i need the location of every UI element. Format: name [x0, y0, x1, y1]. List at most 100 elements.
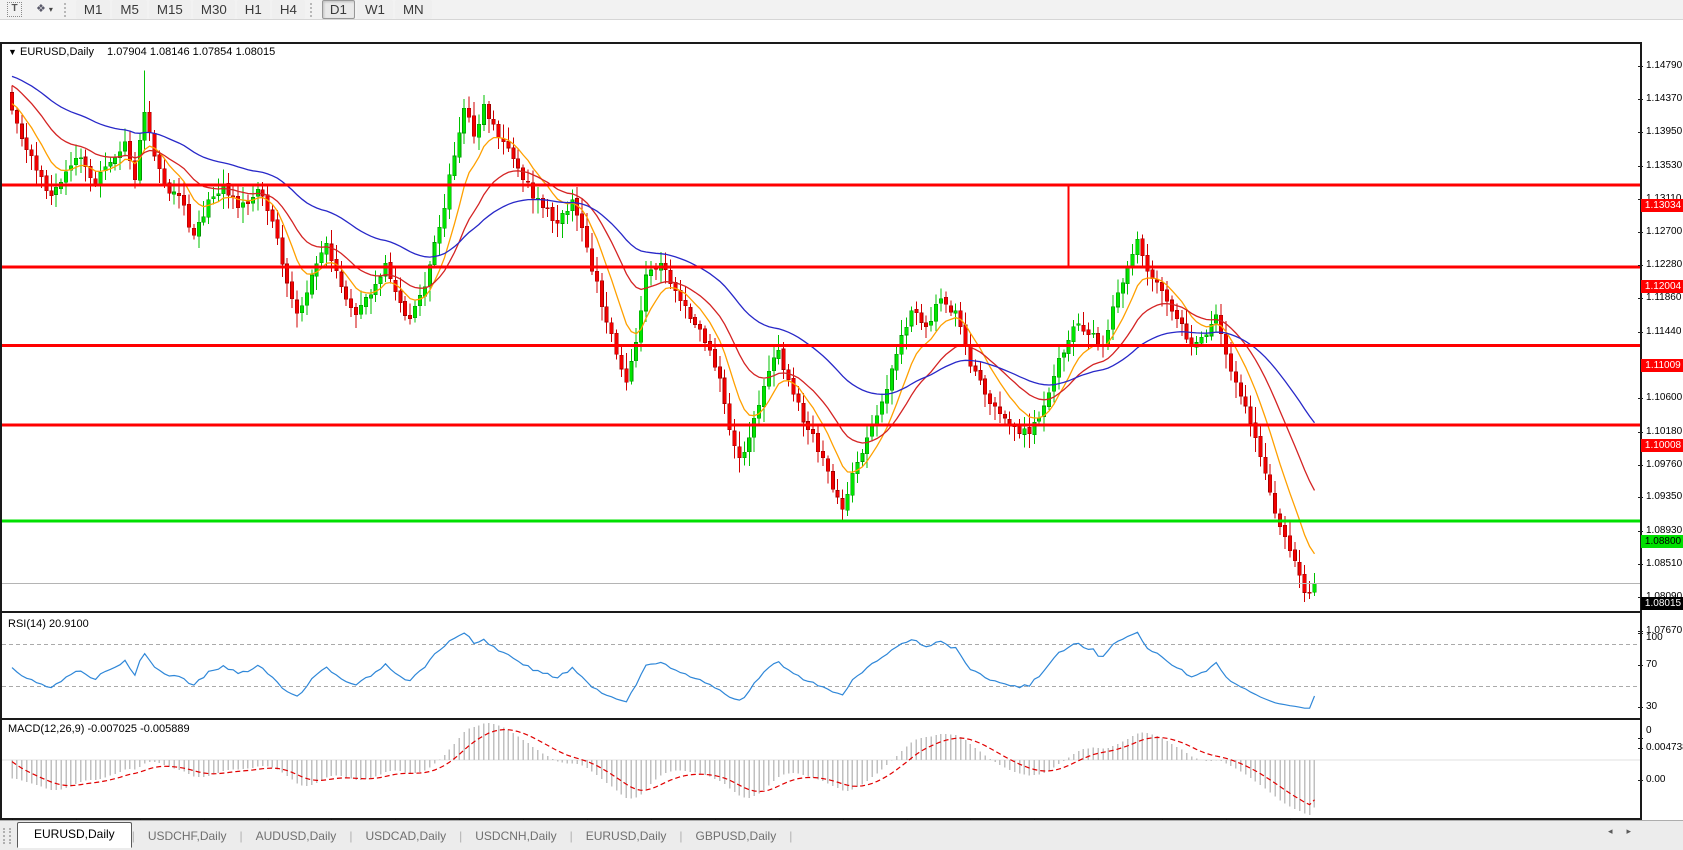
price-axis-tickmark [1638, 66, 1643, 67]
toolbar-grip [309, 2, 315, 17]
price-axis-tick: 1.09760 [1646, 459, 1683, 470]
timeframe-button-m5[interactable]: M5 [112, 0, 147, 19]
chart-tabs-bar: EURUSD,Daily | USDCHF,Daily | AUDUSD,Daily | U… [0, 820, 1683, 850]
chart-bottom-border [0, 818, 1642, 820]
rsi-axis-tickmark [1638, 707, 1643, 708]
rsi-axis-tickmark [1638, 633, 1643, 634]
timeframe-button-mn[interactable]: MN [394, 0, 432, 19]
price-axis-tickmark [1638, 432, 1643, 433]
price-axis-tickmark [1638, 497, 1643, 498]
tabbar-grip [3, 828, 11, 844]
macd-signal-line [11, 728, 1315, 806]
chevron-down-icon: ▾ [48, 5, 53, 14]
price-level-tag: 1.10008 [1641, 439, 1683, 452]
tab-separator: | [679, 829, 683, 843]
tab-scroll-arrows: ◂▸ [1608, 826, 1645, 837]
timeframe-group-intraday: M1 M5 M15 M30 H1 H4 [75, 0, 306, 19]
price-axis-tick: 1.12280 [1646, 259, 1683, 270]
price-axis-tickmark [1638, 564, 1643, 565]
tile-windows-button[interactable]: ❖ ▾ [31, 2, 58, 17]
price-axis-tickmark [1638, 232, 1643, 233]
pane-divider[interactable] [0, 718, 1642, 720]
price-axis-tick: 1.14370 [1646, 93, 1683, 104]
symbol-dropdown-icon[interactable]: ▼ [8, 47, 17, 57]
timeframe-button-m30[interactable]: M30 [192, 0, 235, 19]
chart-title: ▼ EURUSD,Daily 1.07904 1.08146 1.07854 1… [8, 46, 275, 58]
price-level-tag: 1.12004 [1641, 280, 1683, 293]
price-axis-tick: 1.09350 [1646, 491, 1683, 502]
pane-divider[interactable] [0, 611, 1642, 613]
macd-axis-tickmark [1638, 780, 1643, 781]
tab-separator: | [131, 829, 135, 843]
tab-usdcnh-daily[interactable]: USDCNH,Daily [475, 828, 557, 843]
price-axis-tickmark [1638, 597, 1643, 598]
rsi-pane[interactable] [2, 613, 1640, 718]
toolbar: T ❖ ▾ M1 M5 M15 M30 H1 H4 D1 W1 MN [0, 0, 1683, 20]
rsi-axis-tick: 0 [1646, 725, 1652, 736]
timeframe-button-d1[interactable]: D1 [321, 0, 355, 19]
macd-pane[interactable] [2, 720, 1640, 818]
price-axis-tickmark [1638, 166, 1643, 167]
tab-eurusd-daily[interactable]: EURUSD,Daily [585, 828, 667, 843]
timeframe-button-h1[interactable]: H1 [236, 0, 270, 19]
rsi-axis-tickmark [1638, 738, 1643, 739]
tile-windows-icon: ❖ [36, 3, 46, 15]
price-axis-line [1640, 42, 1642, 820]
macd-axis-tick: 0.00 [1646, 774, 1666, 785]
toolbar-grip [63, 2, 69, 17]
rsi-label: RSI(14) 20.9100 [8, 618, 89, 630]
price-axis-tickmark [1638, 265, 1643, 266]
chart-window: ▼ EURUSD,Daily 1.07904 1.08146 1.07854 1… [0, 20, 1683, 836]
ma-slow-line [11, 75, 1316, 424]
price-axis-tickmark [1638, 531, 1643, 532]
rsi-axis-tick: 30 [1646, 701, 1658, 712]
macd-histogram [11, 723, 1316, 815]
price-axis-tick: 1.08930 [1646, 525, 1683, 536]
tab-scroll-right-icon[interactable]: ▸ [1626, 826, 1645, 836]
price-axis-tickmark [1638, 398, 1643, 399]
tab-separator: | [459, 829, 463, 843]
price-axis-tick: 1.08090 [1646, 591, 1682, 602]
timeframe-button-h4[interactable]: H4 [271, 0, 305, 19]
price-axis-tick: 1.11440 [1646, 326, 1682, 337]
tab-gbpusd-daily[interactable]: GBPUSD,Daily [695, 828, 777, 843]
price-level-tag: 1.11009 [1641, 359, 1683, 372]
tab-separator: | [569, 829, 573, 843]
price-level-tag: 1.08800 [1641, 535, 1683, 548]
price-axis-tick: 1.13530 [1646, 160, 1683, 171]
tab-eurusd-daily[interactable]: EURUSD,Daily [17, 822, 132, 848]
price-axis-tickmark [1638, 99, 1643, 100]
price-axis-tickmark [1638, 199, 1643, 200]
price-axis-tick: 1.12700 [1646, 226, 1683, 237]
tab-scroll-left-icon[interactable]: ◂ [1607, 826, 1627, 836]
tab-usdcad-daily[interactable]: USDCAD,Daily [365, 828, 447, 843]
text-tool-button[interactable]: T [2, 0, 27, 19]
rsi-axis-tickmark [1638, 665, 1643, 666]
timeframe-button-w1[interactable]: W1 [356, 0, 393, 19]
tab-separator: | [789, 829, 793, 843]
ma-medium-line [11, 84, 1316, 491]
macd-label: MACD(12,26,9) -0.007025 -0.005889 [8, 723, 190, 735]
macd-axis-tickmark [1638, 748, 1643, 749]
price-axis-tick: 1.08510 [1646, 558, 1683, 569]
chart-left-border [0, 42, 2, 820]
price-axis-tick: 1.14790 [1646, 60, 1683, 71]
timeframe-button-m15[interactable]: M15 [148, 0, 191, 19]
ma-fast-line [11, 103, 1316, 555]
price-axis-tickmark [1638, 465, 1643, 466]
price-axis-tickmark [1638, 132, 1643, 133]
macd-axis-tick: 0.004738 [1646, 742, 1683, 753]
price-axis-tick: 1.10180 [1646, 426, 1683, 437]
tab-audusd-daily[interactable]: AUDUSD,Daily [255, 828, 337, 843]
tab-usdchf-daily[interactable]: USDCHF,Daily [147, 828, 227, 843]
price-axis-tick: 1.11860 [1646, 292, 1682, 303]
timeframe-group-higher: D1 W1 MN [321, 0, 433, 19]
horizontal-levels-layer [2, 183, 1640, 584]
rsi-line [11, 631, 1316, 709]
price-axis-tickmark [1638, 298, 1643, 299]
chart-top-border [0, 42, 1642, 44]
price-axis-tickmark [1638, 631, 1643, 632]
timeframe-button-m1[interactable]: M1 [75, 0, 111, 19]
main-price-pane[interactable] [2, 44, 1640, 611]
